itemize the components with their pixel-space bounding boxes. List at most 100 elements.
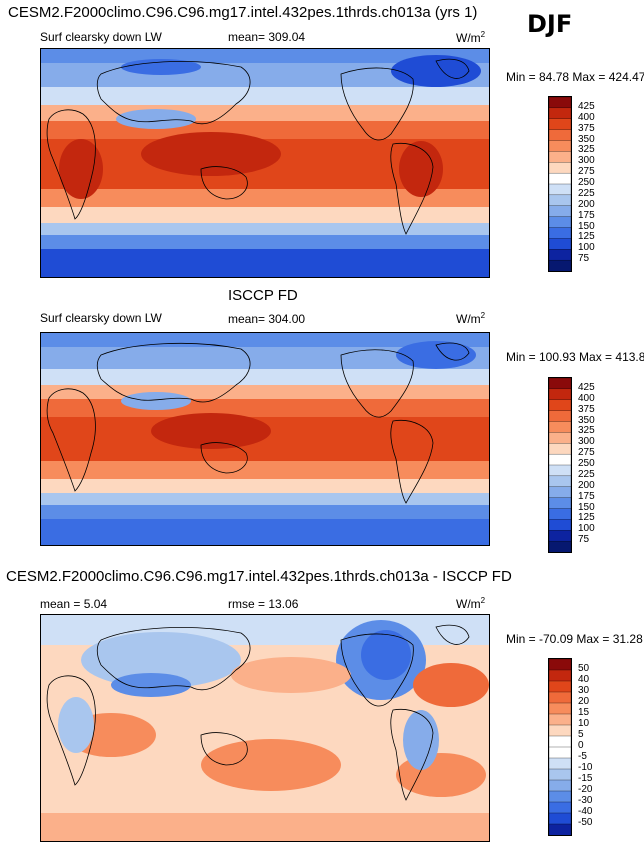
panel1-colorbar-tick: 200 xyxy=(578,198,595,210)
panel2-colorbar-swatch xyxy=(549,508,571,521)
panel1-map xyxy=(40,48,490,278)
panel2-bands xyxy=(41,333,489,545)
panel3-colorbar-swatch xyxy=(549,790,571,803)
panel1-minmax: Min = 84.78 Max = 424.47 xyxy=(506,70,644,84)
panel1-colorbar-tick: 400 xyxy=(578,111,595,123)
panel3-colorbar-swatch xyxy=(549,768,571,781)
panel2-colorbar-swatch xyxy=(549,453,571,466)
panel1-colorbar-swatch xyxy=(549,118,571,131)
panel2-colorbar-swatch xyxy=(549,497,571,510)
panel2-colorbar-swatch xyxy=(549,443,571,455)
panel2-colorbar-tick: 175 xyxy=(578,490,595,502)
panel2-colorbar-swatch xyxy=(549,530,571,542)
panel3-colorbar-swatch xyxy=(549,669,571,682)
panel3-colorbar-tick: -40 xyxy=(578,806,593,817)
panel1-colorbar-swatch xyxy=(549,151,571,163)
panel3-colorbar-swatch xyxy=(549,680,571,693)
panel1-colorbar-swatch xyxy=(549,249,571,261)
panel1-bands xyxy=(41,49,489,277)
panel1-colorbar-tick: 75 xyxy=(578,253,590,265)
panel1-colorbar-svg xyxy=(549,97,571,271)
panel2-colorbar-swatch xyxy=(549,410,571,423)
panel1-colorbar-swatch xyxy=(549,238,571,250)
panel2-coastlines xyxy=(46,342,470,504)
panel2-colorbar-swatch xyxy=(549,399,571,412)
panel1-colorbar-tick: 100 xyxy=(578,242,595,254)
panel2-colorbar-swatch xyxy=(549,378,571,390)
panel1-colorbar-swatch xyxy=(549,183,571,196)
panel2-map xyxy=(40,332,490,546)
panel1-colorbar-tick: 150 xyxy=(578,220,595,232)
panel1-colorbar-tick: 425 xyxy=(578,100,595,112)
panel3-colorbar-swatch xyxy=(549,724,571,737)
panel2-units: W/m2 xyxy=(456,311,486,326)
panel2-colorbar-tick: 200 xyxy=(578,479,595,491)
panel1-colorbar-swatch xyxy=(549,172,571,185)
panel3-colorbar-tick: 5 xyxy=(578,729,584,740)
panel2-colorbar-tick: 325 xyxy=(578,425,595,437)
panel2-colorbar-tick: 100 xyxy=(578,523,595,535)
panel2-colorbar-tick: 425 xyxy=(578,381,595,393)
panel3-mean: mean = 5.04 xyxy=(40,597,108,611)
panel1-colorbar-tick: 225 xyxy=(578,187,595,199)
panel1-colorbar-tick: 325 xyxy=(578,144,595,156)
panel3-colorbar-tick: -10 xyxy=(578,762,593,773)
panel2-colorbar-tick: 300 xyxy=(578,436,595,448)
panel2-colorbar-ticks: 425 400 375 350 325 300 275 250 225 200 175 150 125 1… xyxy=(576,377,636,551)
panel1-colorbar-swatch xyxy=(549,259,571,271)
panel1-colorbar-swatch xyxy=(549,129,571,142)
panel2-colorbar-swatch xyxy=(549,475,571,488)
panel3-colorbar-swatch xyxy=(549,823,571,835)
panel2-map-svg xyxy=(41,333,489,545)
panel3-colorbar-tick: 50 xyxy=(578,663,590,674)
panel1-colorbar-swatch xyxy=(549,227,571,240)
panel1-coastlines xyxy=(46,58,470,235)
panel2-colorbar-tick: 150 xyxy=(578,501,595,513)
panel3-colorbar-swatch xyxy=(549,746,571,759)
panel3-colorbar-swatch xyxy=(549,779,571,792)
panel3-coastlines xyxy=(46,624,470,801)
panel3-colorbar-tick: -50 xyxy=(578,817,593,828)
panel3-bands xyxy=(41,615,489,841)
panel3-colorbar-swatch xyxy=(549,801,571,814)
panel2-colorbar-swatch xyxy=(549,464,571,477)
panel3-colorbar-swatch xyxy=(549,659,571,671)
panel2-colorbar-tick: 350 xyxy=(578,414,595,426)
panel3-colorbar-swatch xyxy=(549,735,571,748)
panel3-map-svg xyxy=(41,615,489,841)
panel3-colorbar-swatch xyxy=(549,691,571,704)
panel1-map-svg xyxy=(41,49,489,277)
panel3-subtitle: CESM2.F2000climo.C96.C96.mg17.intel.432p… xyxy=(6,568,512,585)
panel2-colorbar-swatch xyxy=(549,540,571,552)
panel3-units: W/m2 xyxy=(456,596,486,611)
panel1-colorbar-tick: 275 xyxy=(578,166,595,178)
panel3-colorbar-tick: 0 xyxy=(578,740,584,751)
panel3-colorbar-svg xyxy=(549,659,571,835)
panel3-colorbar-tick: -30 xyxy=(578,795,593,806)
panel3-colorbar-tick: 10 xyxy=(578,718,590,729)
panel2-colorbar-tick: 225 xyxy=(578,468,595,480)
panel2-colorbar-tick: 375 xyxy=(578,403,595,415)
panel1-colorbar-tick: 350 xyxy=(578,133,595,145)
panel2-mean: mean= 304.00 xyxy=(228,312,306,326)
panel1-colorbar-tick: 300 xyxy=(578,155,595,167)
panel1-variable: Surf clearsky down LW xyxy=(40,30,162,44)
panel3-minmax: Min = -70.09 Max = 31.28 xyxy=(506,632,643,646)
panel3-colorbar xyxy=(548,658,572,836)
panel3-colorbar-tick: 40 xyxy=(578,674,590,685)
panel1-colorbar-swatch xyxy=(549,162,571,174)
panel1-colorbar-swatch xyxy=(549,97,571,109)
panel2-minmax: Min = 100.93 Max = 413.81 xyxy=(506,350,644,364)
panel3-colorbar-tick: -15 xyxy=(578,773,593,784)
panel2-variable: Surf clearsky down LW xyxy=(40,311,162,325)
panel1-colorbar-swatch xyxy=(549,194,571,207)
panel3-map xyxy=(40,614,490,842)
panel1-colorbar-tick: 175 xyxy=(578,209,595,221)
panel1-colorbar-tick: 375 xyxy=(578,122,595,134)
panel3-colorbar-swatch xyxy=(549,702,571,715)
panel2-colorbar-tick: 275 xyxy=(578,447,595,459)
panel2-colorbar-tick: 75 xyxy=(578,534,590,546)
panel1-colorbar-swatch xyxy=(549,107,571,120)
panel3-colorbar-swatch xyxy=(549,757,571,770)
panel1-colorbar-swatch xyxy=(549,205,571,218)
